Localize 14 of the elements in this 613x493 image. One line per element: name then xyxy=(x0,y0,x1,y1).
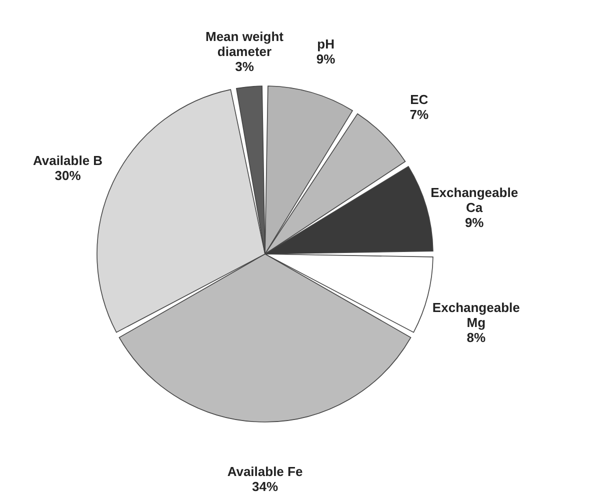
data-label: 9% xyxy=(464,215,484,230)
slice-label: pH xyxy=(317,36,334,52)
slice-label: Available B xyxy=(32,153,103,168)
data-label: 7% xyxy=(410,106,429,122)
slice-label: Mean weight diameter xyxy=(205,28,284,59)
data-label: 3% xyxy=(235,58,254,74)
data-label: 8% xyxy=(466,330,486,346)
slice-label: EC xyxy=(410,92,429,107)
data-label: 34% xyxy=(252,479,278,493)
slice-label: Exchangeable Mg xyxy=(432,300,520,330)
data-label: 30% xyxy=(54,168,82,184)
data-label: 9% xyxy=(316,52,336,67)
slice-label: Exchangeable Ca xyxy=(430,185,518,216)
slice-label: Available Fe xyxy=(227,464,303,479)
